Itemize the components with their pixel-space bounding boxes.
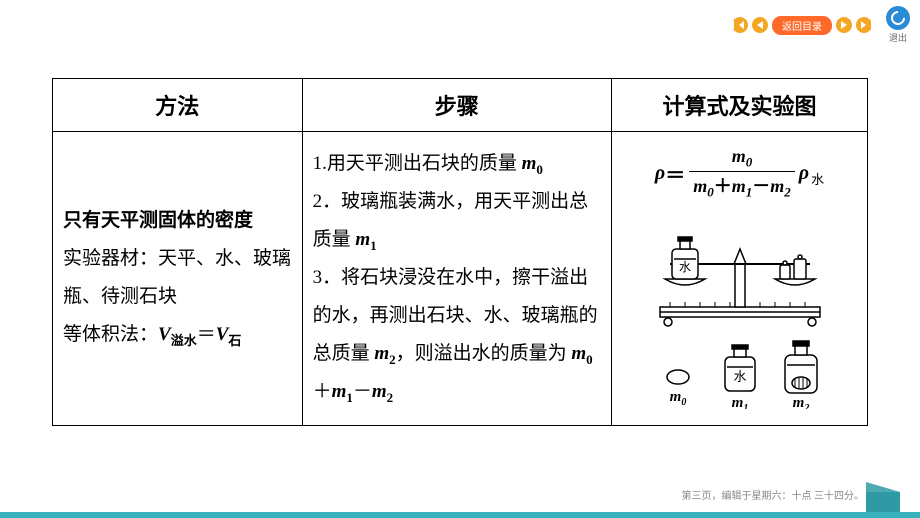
content-table: 方法 步骤 计算式及实验图 只有天平测固体的密度 实验器材：天平、水、玻璃瓶、待…	[52, 78, 868, 426]
den-m2: m	[770, 176, 784, 196]
rho: ρ	[655, 162, 665, 185]
return-toc-button[interactable]: 返回目录	[772, 16, 832, 35]
method-cell: 只有天平测固体的密度 实验器材：天平、水、玻璃瓶、待测石块 等体积法：V溢水＝V…	[53, 132, 303, 426]
eq2: ＝	[665, 159, 685, 188]
expr-m2: m	[372, 381, 387, 402]
eq1: ＝	[197, 324, 216, 345]
page-footer: 第三页，编辑于星期六：十点 三十四分。	[682, 487, 865, 502]
v-stone-sub: 石	[228, 333, 241, 348]
m0-var: m	[522, 153, 537, 174]
exit-label: 退出	[889, 31, 907, 44]
first-page-icon[interactable]	[732, 17, 748, 33]
plus2: ＋	[714, 176, 732, 196]
header-steps: 步骤	[302, 79, 611, 132]
density-formula: ρ＝ m0 m0＋m1－m2 ρ水	[655, 146, 824, 201]
exit-button[interactable]: 退出	[886, 6, 910, 44]
footer-bar	[0, 512, 920, 518]
den-m1: m	[732, 176, 746, 196]
den-m2s: 2	[784, 185, 791, 200]
expr-m2s: 2	[387, 390, 394, 405]
plus1: ＋	[313, 381, 332, 402]
step3-post: ，则溢出水的质量为	[396, 343, 572, 364]
m1-sub: 1	[370, 238, 377, 253]
method-title: 只有天平测固体的密度	[63, 210, 253, 231]
steps-cell: 1.用天平测出石块的质量 m0 2．玻璃瓶装满水，用天平测出总质量 m1 3．将…	[302, 132, 611, 426]
svg-text:水: 水	[733, 369, 746, 384]
header-method: 方法	[53, 79, 303, 132]
svg-text:m0: m0	[669, 389, 686, 408]
prev-page-icon[interactable]	[752, 17, 768, 33]
rho-w: ρ	[799, 162, 809, 185]
v-overflow-sub: 溢水	[171, 333, 197, 348]
m2-var: m	[374, 343, 389, 364]
fraction: m0 m0＋m1－m2	[689, 146, 795, 201]
volume-method-label: 等体积法：	[63, 324, 158, 345]
minus1: －	[353, 381, 372, 402]
exit-icon	[886, 6, 910, 30]
svg-text:m1: m1	[731, 395, 748, 409]
minus2: －	[752, 176, 770, 196]
step2-text: 2．玻璃瓶装满水，用天平测出总质量	[313, 191, 589, 250]
footer-cube-icon	[866, 492, 900, 512]
svg-text:水: 水	[679, 260, 691, 274]
m0-sub: 0	[536, 162, 543, 177]
m1-var: m	[355, 229, 370, 250]
v-stone-var: V	[216, 324, 229, 345]
calc-cell: ρ＝ m0 m0＋m1－m2 ρ水	[612, 132, 868, 426]
apparatus-label: 实验器材：	[63, 248, 158, 269]
svg-text:m2: m2	[792, 395, 809, 409]
expr-m0s: 0	[586, 352, 593, 367]
den-m0: m	[693, 176, 707, 196]
num-ms: 0	[746, 155, 753, 170]
num-m: m	[732, 146, 746, 166]
balance-diagram: 水 m0	[630, 209, 850, 415]
rho-w-sub: 水	[811, 169, 824, 188]
top-nav: 返回目录 退出	[732, 6, 910, 44]
expr-m0: m	[571, 343, 586, 364]
header-calc: 计算式及实验图	[612, 79, 868, 132]
v-overflow-var: V	[158, 324, 171, 345]
next-page-icon[interactable]	[836, 17, 852, 33]
last-page-icon[interactable]	[856, 17, 872, 33]
step1-text: 1.用天平测出石块的质量	[313, 153, 522, 174]
expr-m1: m	[332, 381, 347, 402]
